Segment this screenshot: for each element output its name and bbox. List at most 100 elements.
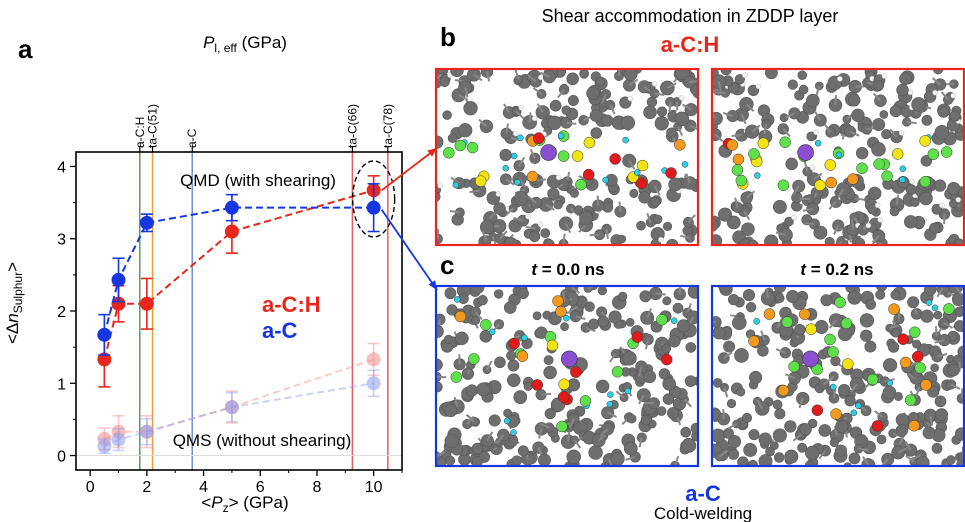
y-axis-label: <ΔnSulphur> [3, 262, 25, 344]
oxygen-atom [811, 404, 824, 417]
carbon-atom [649, 196, 661, 208]
bond [536, 103, 544, 113]
bond [828, 319, 837, 329]
carbon-atom [687, 285, 699, 299]
bond [625, 456, 636, 461]
carbon-atom [794, 323, 806, 336]
bond [478, 118, 488, 128]
carbon-atom [668, 335, 681, 348]
bond [940, 91, 949, 101]
ethyl-carbon-atom [557, 150, 570, 162]
bond [714, 133, 724, 143]
carbon-atom [597, 286, 607, 296]
x-tick-label: 8 [313, 479, 322, 496]
carbon-atom [919, 191, 933, 206]
carbon-atom [868, 186, 882, 200]
annotation-qms: QMS (without shearing) [173, 431, 352, 450]
data-point [139, 215, 154, 230]
ethyl-hydrogen-atom [503, 417, 511, 425]
carbon-atom [888, 341, 900, 353]
carbon-atom [590, 127, 602, 139]
carbon-atom [477, 294, 488, 306]
hydrogen-atom [809, 164, 816, 171]
carbon-atom [927, 385, 940, 398]
oxygen-atom [660, 353, 673, 366]
ethyl-carbon-atom [466, 141, 479, 154]
bond [814, 111, 822, 121]
bond [837, 188, 845, 199]
bond [628, 160, 636, 170]
carbon-atom [931, 442, 943, 454]
carbon-atom [954, 427, 965, 441]
ethyl-carbon-atom [940, 146, 953, 158]
time-label-left: t = 0.0 ns [531, 260, 604, 279]
carbon-atom [881, 129, 892, 140]
carbon-atom [622, 351, 637, 366]
ethyl-hydrogen-atom [452, 181, 460, 189]
hydrogen-atom [898, 130, 905, 136]
bond [698, 380, 699, 383]
zinc-atom [830, 408, 842, 420]
carbon-atom [685, 342, 697, 353]
data-point [111, 296, 126, 311]
bond [436, 228, 440, 239]
carbon-atom [726, 398, 737, 409]
bond [466, 415, 475, 425]
carbon-atom [586, 86, 600, 101]
bond [486, 360, 493, 371]
bond [598, 433, 608, 442]
carbon-atom [779, 347, 791, 359]
oxygen-atom [609, 153, 621, 165]
bond [505, 207, 514, 216]
carbon-atom [625, 318, 635, 327]
bond [528, 112, 532, 123]
carbon-atom [785, 157, 798, 171]
bond [505, 178, 515, 186]
carbon-atom [837, 383, 851, 397]
carbon-atom [623, 68, 638, 81]
ethyl-hydrogen-atom [454, 296, 461, 303]
carbon-atom [865, 299, 877, 310]
carbon-atom [435, 381, 443, 393]
carbon-atom [905, 184, 917, 195]
bond [934, 339, 945, 344]
bond [535, 178, 546, 182]
bond [743, 210, 751, 221]
ethyl-carbon-atom [454, 139, 467, 152]
oxygen-atom [508, 337, 520, 350]
hydrogen-atom [909, 178, 915, 185]
carbon-atom [528, 230, 541, 242]
carbon-atom [511, 455, 523, 466]
carbon-atom [718, 207, 733, 222]
ethyl-hydrogen-atom [563, 314, 570, 322]
oxygen-atom [897, 333, 909, 345]
hydrogen-atom [555, 174, 562, 181]
ethyl-hydrogen-atom [829, 383, 837, 391]
zinc-atom [555, 305, 567, 318]
bond [818, 450, 827, 460]
bond [784, 112, 795, 119]
carbon-atom [934, 124, 950, 140]
zinc-atom [674, 139, 686, 151]
bond [666, 82, 677, 89]
bond [784, 373, 795, 379]
top-marker-label-4: ta-C(78) [381, 104, 395, 148]
carbon-atom [513, 390, 528, 404]
bond [450, 176, 460, 184]
carbon-atom [507, 359, 520, 372]
hydrogen-atom [518, 104, 524, 111]
ethyl-carbon-atom [450, 371, 463, 383]
bond [668, 101, 672, 112]
annotation-qmd: QMD (with shearing) [180, 171, 336, 190]
bond [833, 225, 840, 235]
ethyl-carbon-atom [579, 395, 592, 407]
snapshot-2 [434, 284, 700, 468]
hydrogen-atom [679, 95, 685, 101]
carbon-atom [784, 216, 794, 227]
carbon-atom [933, 310, 943, 320]
hydrogen-atom [950, 92, 956, 99]
carbon-atom [463, 101, 478, 116]
bond [685, 173, 691, 184]
carbon-atom [656, 406, 667, 416]
bond [638, 437, 643, 448]
